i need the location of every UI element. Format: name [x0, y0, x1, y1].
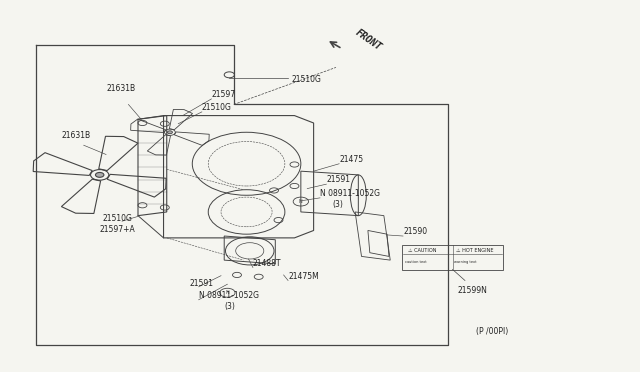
- Text: 21510G: 21510G: [202, 103, 232, 112]
- Text: 21488T: 21488T: [253, 259, 282, 268]
- Text: 21597: 21597: [211, 90, 236, 99]
- Text: ⚠ CAUTION: ⚠ CAUTION: [408, 247, 436, 253]
- Text: FRONT: FRONT: [354, 28, 383, 53]
- Circle shape: [95, 173, 104, 177]
- Text: 21591: 21591: [189, 279, 213, 288]
- Text: 21599N: 21599N: [458, 286, 487, 295]
- Text: 21597+A: 21597+A: [100, 225, 136, 234]
- Text: 21510G: 21510G: [103, 214, 132, 223]
- Text: (3): (3): [224, 302, 235, 311]
- Text: (3): (3): [333, 201, 344, 209]
- Text: 21631B: 21631B: [61, 131, 90, 140]
- Text: N: N: [299, 199, 303, 204]
- Circle shape: [168, 131, 172, 134]
- Text: warning text: warning text: [454, 260, 477, 264]
- Text: (P /00PI): (P /00PI): [476, 327, 509, 336]
- Text: 21475: 21475: [339, 155, 364, 164]
- Text: 21475M: 21475M: [288, 272, 319, 280]
- Text: N 08911-1052G: N 08911-1052G: [198, 291, 259, 300]
- Text: caution text: caution text: [405, 260, 427, 264]
- Text: 21631B: 21631B: [106, 84, 135, 93]
- Text: N: N: [225, 290, 229, 295]
- Text: 21590: 21590: [403, 227, 427, 236]
- Text: 21510G: 21510G: [291, 75, 321, 84]
- Text: 21591: 21591: [326, 175, 350, 184]
- Text: ⚠ HOT ENGINE: ⚠ HOT ENGINE: [456, 247, 493, 253]
- Text: N 08911-1052G: N 08911-1052G: [320, 189, 380, 198]
